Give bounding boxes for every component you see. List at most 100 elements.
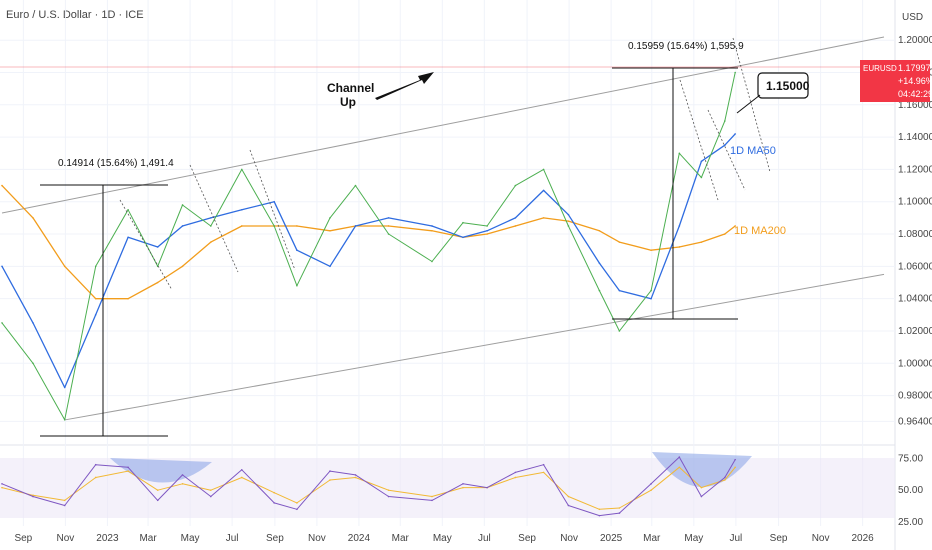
price-line-point: [354, 184, 357, 187]
rsi-ma-line-point: [63, 499, 66, 502]
rsi-line-point: [181, 474, 184, 476]
y-tick-label: 1.00000: [898, 358, 932, 369]
ma200-line-point: [329, 230, 331, 232]
rsi-line-point: [700, 495, 703, 498]
price-badge-bg-right: [896, 60, 930, 102]
flag-line-2: [189, 164, 239, 273]
ma50-line-point: [387, 217, 390, 219]
rsi-line-point: [354, 474, 357, 476]
chart-title: Euro / U.S. Dollar · 1D · ICE: [6, 9, 144, 21]
ma50-line-point: [734, 133, 736, 135]
ma200-line-point: [209, 241, 212, 243]
channel-lower-line: [65, 273, 885, 421]
ma200-line-point: [94, 297, 97, 300]
rsi-line-point: [209, 495, 212, 498]
ma200-label: 1D MA200: [734, 225, 786, 237]
y-tick-label: 1.20000: [898, 35, 932, 46]
ma200-line-point: [32, 217, 34, 219]
ma200-line-point: [431, 230, 433, 232]
y-tick-label: 1.16000: [898, 100, 932, 111]
price-line-point: [127, 209, 129, 211]
ma50-line: [1, 133, 736, 389]
ma50-line-point: [598, 262, 601, 264]
ma50-line-point: [32, 322, 34, 324]
y-tick-label: 1.02000: [898, 326, 932, 337]
ma200-line-point: [700, 241, 703, 243]
ma50-line-point: [567, 213, 570, 216]
price-badge: EURUSD 1.17997 +14.96% 04:42:29: [860, 60, 932, 102]
rsi-ma-line-point: [181, 483, 184, 485]
ma50-label: 1D MA50: [730, 145, 776, 157]
rsi-line-point: [63, 504, 66, 507]
x-tick-label: Jul: [729, 533, 742, 544]
rsi-ma-line-point: [32, 494, 34, 497]
rsi-line-point: [329, 470, 331, 472]
rsi-arc-left: [110, 458, 212, 483]
price-line: [1, 72, 736, 421]
ma200-line-point: [63, 265, 66, 268]
grid: [0, 0, 895, 526]
target-callout-text: 1.15000: [766, 79, 810, 93]
price-line-point: [1, 322, 3, 324]
price-line-point: [240, 168, 243, 171]
price-badge-change: +14.96%: [898, 76, 932, 86]
rsi-ma-line-point: [209, 489, 212, 491]
x-tick-label: 2025: [600, 533, 623, 544]
rsi-line-point: [486, 486, 488, 489]
rsi-line-point: [431, 499, 433, 502]
ma200-line-point: [127, 297, 129, 300]
ma200-line-point: [514, 225, 517, 227]
ma50-line-point: [650, 297, 652, 300]
ma200-line-point: [486, 233, 488, 235]
rsi-band: [0, 452, 895, 518]
rsi-ma-line-point: [1, 486, 3, 489]
rsi-ma-line-point: [240, 476, 243, 479]
price-line-point: [431, 260, 433, 263]
price-line-point: [181, 204, 184, 206]
ma50-line-point: [462, 236, 464, 239]
price-line-point: [486, 225, 488, 227]
ma200-line-point: [567, 220, 570, 222]
rsi-ma-line-point: [567, 495, 570, 498]
ma200-line-point: [296, 225, 298, 227]
ma50-line-point: [542, 189, 545, 192]
rsi-line-point: [156, 499, 159, 502]
flag-line-3: [249, 149, 296, 271]
currency-label: USD: [902, 12, 923, 23]
rsi-line-point: [127, 466, 129, 469]
channel-arrow-icon: [375, 72, 434, 100]
rsi-line-point: [678, 456, 681, 458]
ma200-line-point: [598, 230, 601, 232]
rsi-line-point: [240, 469, 243, 471]
rsi-line-point: [387, 495, 390, 498]
time-axis[interactable]: Sep Nov 2023 Mar May Jul Sep Nov 2024 Mar May Jul Se…: [14, 533, 874, 544]
ma50-line-point: [354, 225, 357, 227]
ma200-line-point: [618, 241, 621, 243]
rsi-tick-label: 25.00: [898, 517, 923, 528]
price-line-point: [650, 289, 652, 292]
rsi-ma-line-point: [296, 502, 298, 504]
channel-label-line2: Up: [340, 95, 356, 109]
price-line-point: [387, 233, 390, 235]
flag-line-1: [119, 199, 173, 291]
rsi-axis[interactable]: 75.00 50.00 25.00: [898, 453, 923, 528]
x-tick-label: Mar: [392, 533, 410, 544]
ma200-line: [1, 185, 736, 300]
price-line-point: [296, 284, 298, 287]
y-tick-label: 1.10000: [898, 197, 932, 208]
rsi-line-point: [724, 476, 726, 479]
price-line-point: [462, 221, 464, 224]
x-tick-label: Nov: [56, 533, 74, 544]
x-tick-label: 2023: [96, 533, 119, 544]
x-tick-label: Jul: [226, 533, 239, 544]
price-line-point: [678, 152, 681, 155]
price-line-point: [700, 176, 703, 179]
x-tick-label: 2026: [852, 533, 875, 544]
price-badge-countdown: 04:42:29: [898, 89, 932, 99]
measure-left-label: 0.14914 (15.64%) 1,491.4: [58, 158, 174, 169]
price-line-point: [32, 362, 34, 365]
price-badge-bg: [860, 60, 896, 102]
rsi-line-point: [618, 512, 621, 514]
ma50-line-point: [156, 246, 159, 248]
